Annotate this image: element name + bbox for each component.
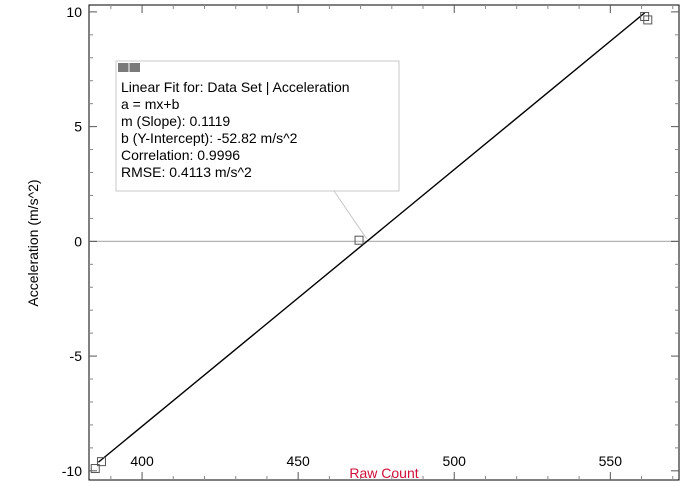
data-point xyxy=(640,11,650,21)
y-tick-label: -5 xyxy=(70,348,83,364)
fit-correlation: Correlation: 0.9996 xyxy=(121,147,240,163)
x-tick-labels: 400 450 500 550 xyxy=(130,453,622,469)
x-tick-label: 550 xyxy=(599,453,623,469)
linear-fit-line xyxy=(97,12,646,463)
fit-slope: m (Slope): 0.1119 xyxy=(121,113,230,129)
data-point xyxy=(354,235,364,245)
minor-ticks xyxy=(89,5,679,480)
fit-equation: a = mx+b xyxy=(121,96,180,112)
x-tick-label: 400 xyxy=(130,453,154,469)
fit-intercept: b (Y-Intercept): -52.82 m/s^2 xyxy=(121,130,298,146)
annotation-frame xyxy=(115,60,400,192)
plot-frame xyxy=(88,4,680,481)
fit-rmse: RMSE: 0.4113 m/s^2 xyxy=(121,164,252,180)
y-tick-label: 0 xyxy=(74,233,82,249)
y-tick-label: 5 xyxy=(74,119,82,135)
y-tick-label: 10 xyxy=(66,4,82,20)
data-point xyxy=(643,15,653,25)
x-tick-label: 450 xyxy=(286,453,310,469)
annotation-leader-line xyxy=(333,190,368,240)
y-axis-title: Acceleration (m/s^2) xyxy=(25,179,41,306)
fit-annotation-box[interactable]: Linear Fit for: Data Set | Acceleration … xyxy=(115,60,400,192)
fit-title: Linear Fit for: Data Set | Acceleration xyxy=(121,79,350,95)
data-point xyxy=(96,457,106,467)
x-tick-label: 500 xyxy=(443,453,467,469)
y-tick-label: -10 xyxy=(62,463,82,479)
data-point xyxy=(90,464,100,474)
data-points xyxy=(90,11,653,474)
x-axis-title: Raw Count xyxy=(349,465,418,481)
major-ticks xyxy=(89,5,679,480)
y-tick-labels: -10 -5 0 5 10 xyxy=(62,4,82,479)
